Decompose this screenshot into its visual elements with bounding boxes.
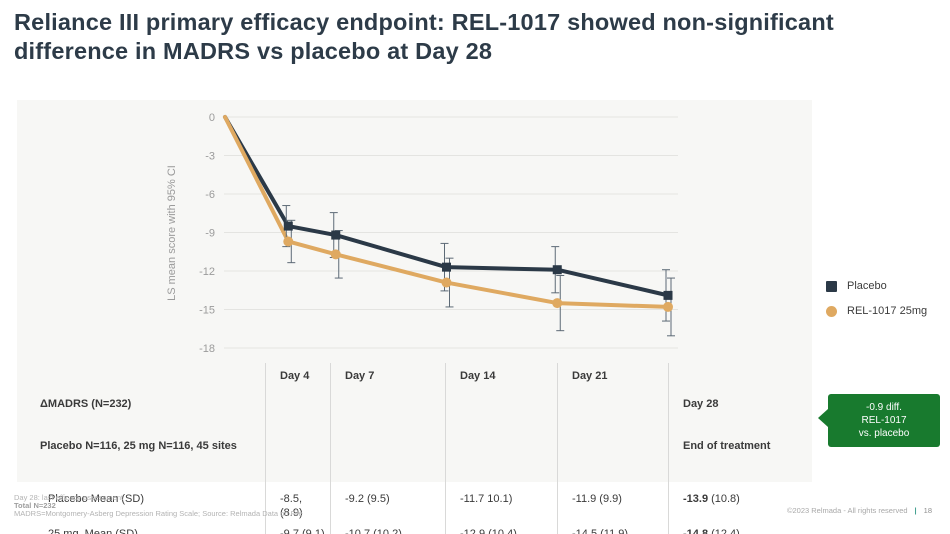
chart-table-panel: 0 -3 -6 -9 -12 -15 -18 LS mean score with 95% C… [17, 100, 812, 534]
table-header-label-line2: Placebo N=116, 25 mg N=116, 45 sites [40, 440, 237, 452]
y-axis-label: LS mean score with 95% CI [166, 165, 178, 301]
col-header-day4: Day 4 [265, 363, 330, 488]
table-header-label: ΔMADRS (N=232) Placebo N=116, 25 mg N=11… [17, 363, 265, 488]
y-tick-label: -9 [205, 228, 215, 240]
col-header-day28-subtitle: End of treatment [683, 440, 771, 452]
legend-label-placebo: Placebo [847, 280, 887, 292]
rel1017-day14: -12.9 (10.4) [445, 523, 557, 534]
series-line-1 [223, 115, 670, 309]
footer-separator: | [914, 506, 917, 515]
page-number: 18 [923, 506, 932, 515]
rel1017-day28-sd: (12.4) [711, 528, 740, 534]
callout-line-2: REL-1017 [861, 415, 907, 426]
y-tick-label: 0 [209, 112, 215, 124]
y-tick-label: -12 [199, 266, 215, 278]
data-point-square [283, 221, 293, 231]
placebo-day7: -9.2 (9.5) [330, 488, 445, 523]
placebo-day14: -11.7 10.1) [445, 488, 557, 523]
rel1017-day21: -14.5 (11.9) [557, 523, 668, 534]
placebo-day4: -8.5, (8.9) [265, 488, 330, 523]
diff-callout: -0.9 diff. REL-1017 vs. placebo [818, 394, 940, 447]
col-header-day7: Day 7 [330, 363, 445, 488]
legend-item-placebo: Placebo [826, 280, 927, 292]
footnote-total-n: Total N=232 [14, 501, 56, 510]
data-point-circle [330, 249, 341, 260]
title-line-2: difference in MADRS vs placebo at Day 28 [14, 38, 493, 64]
col-header-day21: Day 21 [557, 363, 668, 488]
y-tick-label: -18 [199, 343, 215, 355]
footnote-assessment: Day 28: last efficacy assessment [14, 493, 124, 502]
series-line-0 [223, 115, 670, 298]
data-point-circle [441, 277, 452, 288]
copyright-text: ©2023 Relmada - All rights reserved [786, 506, 908, 515]
y-tick-label: -15 [199, 305, 215, 317]
placebo-row-label: Placebo Mean (SD) [48, 493, 144, 505]
rel1017-row-label: 25 mg Mean (SD) [48, 528, 138, 534]
rel1017-day28: -14.8 (12.4) [668, 523, 812, 534]
data-point-circle [663, 301, 673, 312]
placebo-day28-value: -13.9 [683, 493, 709, 505]
rel1017-day28-value: -14.8 [683, 528, 709, 534]
rel1017-circle-marker-icon [826, 305, 837, 317]
legend-item-rel1017: REL-1017 25mg [826, 305, 927, 317]
rel1017-day7: -10.7 (10.2) [330, 523, 445, 534]
page-title: Reliance III primary efficacy endpoint: … [14, 8, 914, 66]
data-point-square [552, 265, 562, 275]
data-point-square [663, 290, 673, 300]
placebo-square-marker-icon [826, 280, 837, 292]
footnote-madrs-source: MADRS=Montgomery-Asberg Depression Ratin… [14, 509, 303, 518]
title-line-1: Reliance III primary efficacy endpoint: … [14, 9, 834, 35]
placebo-day21: -11.9 (9.9) [557, 488, 668, 523]
chart-legend: Placebo REL-1017 25mg [826, 280, 927, 330]
footnotes: Day 28: last efficacy assessment Total N… [14, 494, 303, 518]
callout-line-3: vs. placebo [858, 428, 910, 439]
madrs-table: ΔMADRS (N=232) Placebo N=116, 25 mg N=11… [17, 363, 812, 534]
col-header-day14: Day 14 [445, 363, 557, 488]
placebo-day28-sd: (10.8) [711, 493, 740, 505]
placebo-day28: -13.9 (10.8) [668, 488, 812, 523]
callout-arrow-left-icon [818, 409, 828, 427]
table-header-label-line1: ΔMADRS (N=232) [40, 398, 132, 410]
y-tick-label: -6 [205, 189, 215, 201]
col-header-day28: Day 28 End of treatment [668, 363, 812, 488]
madrs-line-chart: 0 -3 -6 -9 -12 -15 -18 LS mean score with 95% C… [166, 112, 678, 355]
col-header-day28-title: Day 28 [683, 398, 719, 410]
data-point-circle [283, 236, 294, 247]
data-point-square [331, 230, 341, 240]
footer-copyright: ©2023 Relmada - All rights reserved | 18 [787, 506, 932, 515]
callout-line-1: -0.9 diff. [866, 402, 902, 413]
rel1017-day4: -9.7 (9.1) [265, 523, 330, 534]
legend-label-rel1017: REL-1017 25mg [847, 305, 928, 317]
data-point-square [442, 262, 451, 272]
y-tick-label: -3 [205, 151, 215, 163]
data-point-circle [552, 298, 563, 309]
